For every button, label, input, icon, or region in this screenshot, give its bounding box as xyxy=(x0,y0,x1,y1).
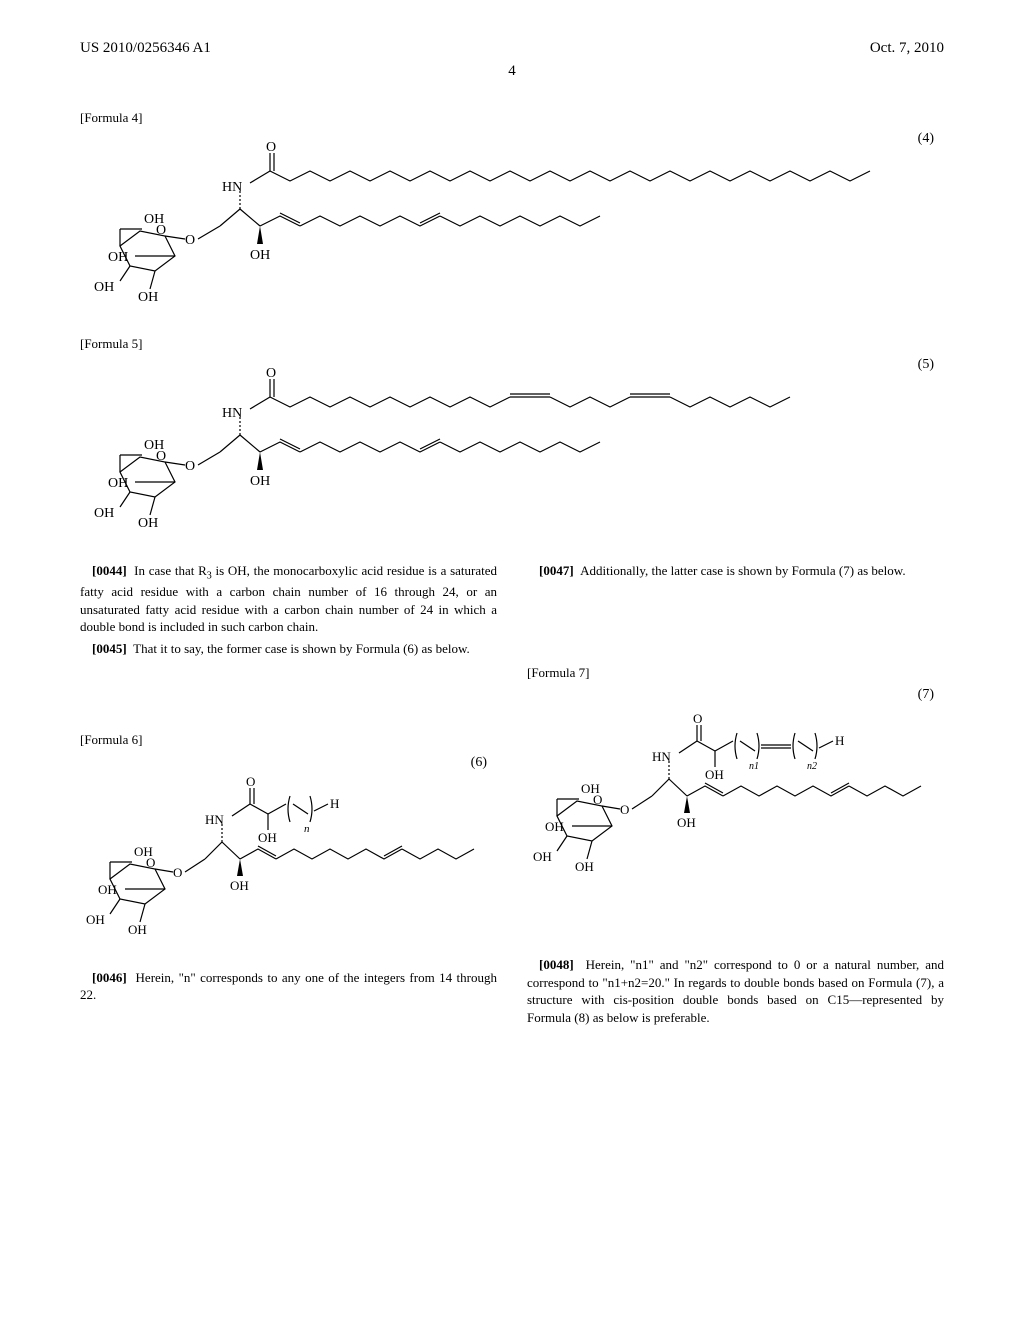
svg-text:OH: OH xyxy=(705,767,724,782)
svg-text:OH: OH xyxy=(98,882,117,897)
svg-text:OH: OH xyxy=(581,781,600,796)
svg-text:OH: OH xyxy=(230,878,249,893)
formula6-structure: O OH OH OH OH O xyxy=(80,754,480,944)
formula5-label: [Formula 5] xyxy=(80,336,944,352)
formula4-number: (4) xyxy=(918,131,934,147)
svg-text:OH: OH xyxy=(86,912,105,927)
svg-text:O: O xyxy=(620,802,629,817)
svg-text:O: O xyxy=(693,711,702,726)
formula6-label: [Formula 6] xyxy=(80,731,497,749)
svg-text:n1: n1 xyxy=(749,761,759,772)
svg-text:OH: OH xyxy=(144,212,164,227)
formula6-number: (6) xyxy=(471,754,487,773)
svg-text:OH: OH xyxy=(94,506,114,521)
svg-text:O: O xyxy=(246,774,255,789)
formula7-number: (7) xyxy=(918,686,934,705)
svg-text:OH: OH xyxy=(575,859,594,874)
para-0045-num: [0045] xyxy=(92,641,127,656)
publication-number: US 2010/0256346 A1 xyxy=(80,40,211,57)
para-0046-text: Herein, "n" corresponds to any one of th… xyxy=(80,970,497,1003)
formula4-container: (4) O OH OH OH OH O xyxy=(80,131,944,311)
svg-text:OH: OH xyxy=(138,290,158,305)
svg-text:O: O xyxy=(266,140,276,155)
svg-text:OH: OH xyxy=(258,830,277,845)
page: US 2010/0256346 A1 Oct. 7, 2010 4 [Formu… xyxy=(0,0,1024,1070)
svg-text:OH: OH xyxy=(677,815,696,830)
para-0048: [0048] Herein, "n1" and "n2" correspond … xyxy=(527,956,944,1026)
para-0044-text-a: In case that R xyxy=(134,563,207,578)
para-0048-text: Herein, "n1" and "n2" correspond to 0 or… xyxy=(527,957,944,1025)
para-0045: [0045] That it to say, the former case i… xyxy=(80,640,497,658)
formula7-label: [Formula 7] xyxy=(527,664,944,682)
svg-text:O: O xyxy=(173,865,182,880)
svg-text:OH: OH xyxy=(545,819,564,834)
formula7-structure: O OH OH OH OH O xyxy=(527,686,937,881)
svg-text:OH: OH xyxy=(144,438,164,453)
formula4-structure: O OH OH OH OH O xyxy=(80,131,910,311)
formula5-number: (5) xyxy=(918,357,934,373)
para-0047-text: Additionally, the latter case is shown b… xyxy=(580,563,905,578)
svg-text:n2: n2 xyxy=(807,761,817,772)
left-column: [0044] In case that R3 is OH, the monoca… xyxy=(80,562,497,1030)
formula6-container: (6) O OH OH OH OH xyxy=(80,754,497,944)
svg-text:OH: OH xyxy=(128,922,147,937)
svg-text:OH: OH xyxy=(108,476,128,491)
para-0044-num: [0044] xyxy=(92,563,127,578)
svg-text:H: H xyxy=(330,796,339,811)
formula5-container: (5) O OH OH OH OH O HN xyxy=(80,357,944,537)
para-0045-text: That it to say, the former case is shown… xyxy=(133,641,470,656)
svg-text:O: O xyxy=(185,233,195,248)
svg-text:O: O xyxy=(185,459,195,474)
svg-text:OH: OH xyxy=(533,849,552,864)
right-column: [0047] Additionally, the latter case is … xyxy=(527,562,944,1030)
svg-text:OH: OH xyxy=(94,280,114,295)
svg-text:HN: HN xyxy=(222,180,242,195)
svg-text:H: H xyxy=(835,733,844,748)
page-number: 4 xyxy=(80,63,944,80)
svg-text:OH: OH xyxy=(138,516,158,531)
para-0048-num: [0048] xyxy=(539,957,574,972)
para-0047: [0047] Additionally, the latter case is … xyxy=(527,562,944,580)
svg-text:OH: OH xyxy=(134,844,153,859)
svg-text:HN: HN xyxy=(222,406,242,421)
publication-date: Oct. 7, 2010 xyxy=(870,40,944,57)
para-0044: [0044] In case that R3 is OH, the monoca… xyxy=(80,562,497,636)
svg-text:O: O xyxy=(266,366,276,381)
para-0046-num: [0046] xyxy=(92,970,127,985)
svg-text:OH: OH xyxy=(250,474,270,489)
page-header: US 2010/0256346 A1 Oct. 7, 2010 xyxy=(80,40,944,57)
svg-text:HN: HN xyxy=(652,749,671,764)
text-columns: [0044] In case that R3 is OH, the monoca… xyxy=(80,562,944,1030)
svg-text:OH: OH xyxy=(250,248,270,263)
para-0046: [0046] Herein, "n" corresponds to any on… xyxy=(80,969,497,1004)
svg-text:HN: HN xyxy=(205,812,224,827)
formula7-container: (7) O OH OH OH OH xyxy=(527,686,944,881)
svg-text:OH: OH xyxy=(108,250,128,265)
formula5-structure: O OH OH OH OH O HN xyxy=(80,357,910,537)
para-0047-num: [0047] xyxy=(539,563,574,578)
formula4-label: [Formula 4] xyxy=(80,110,944,126)
svg-text:n: n xyxy=(304,823,310,835)
